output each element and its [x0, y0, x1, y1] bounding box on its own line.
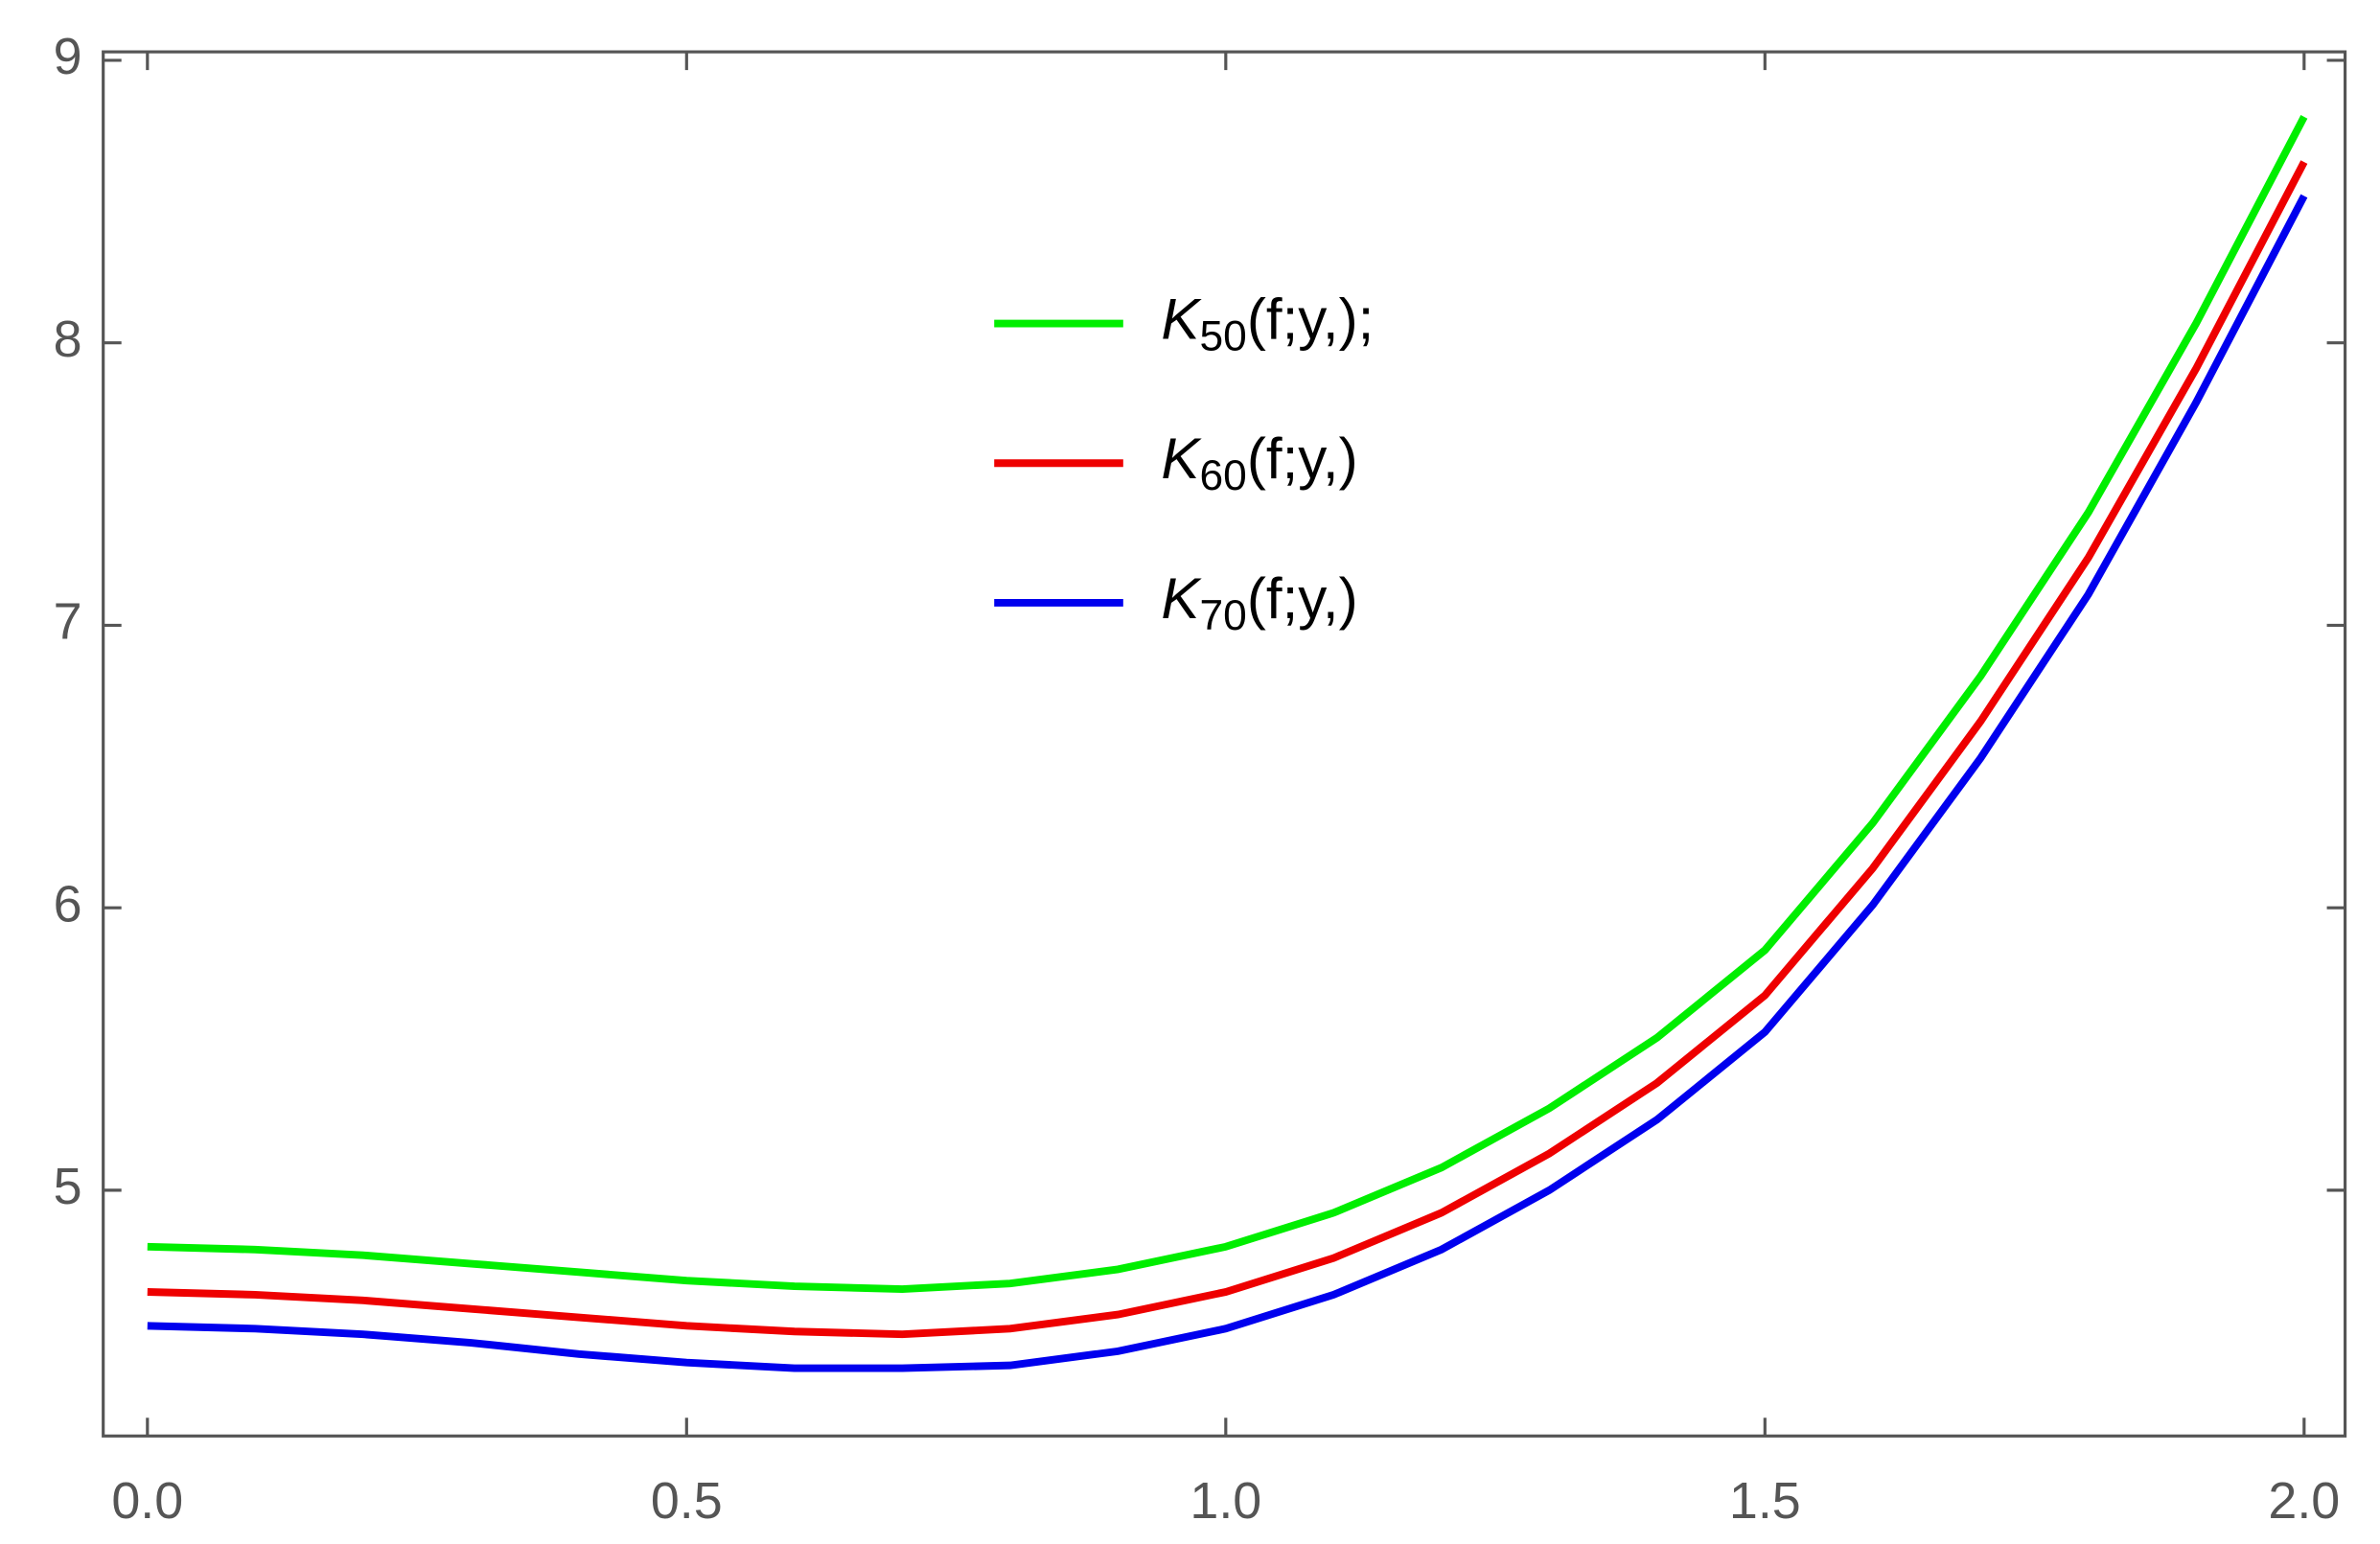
- legend-label: K50(f;y,);: [1161, 287, 1374, 359]
- y-tick-label: 8: [54, 311, 82, 368]
- y-tick-label: 9: [54, 28, 82, 85]
- series-line: [147, 194, 2308, 1372]
- x-tick-label: 1.5: [1729, 1472, 1801, 1530]
- x-tick-label: 1.0: [1190, 1472, 1261, 1530]
- series-line: [147, 160, 2308, 1339]
- x-tick-label: 0.0: [111, 1472, 183, 1530]
- legend-label: K70(f;y,): [1161, 566, 1357, 639]
- y-tick-label: 5: [54, 1158, 82, 1215]
- series-line: [147, 115, 2308, 1294]
- x-tick-label: 2.0: [2268, 1472, 2340, 1530]
- y-tick-label: 7: [54, 593, 82, 651]
- plot-frame: [102, 50, 2347, 1438]
- legend-label: K60(f;y,): [1161, 426, 1357, 499]
- y-tick-label: 6: [54, 875, 82, 933]
- x-tick-label: 0.5: [651, 1472, 723, 1530]
